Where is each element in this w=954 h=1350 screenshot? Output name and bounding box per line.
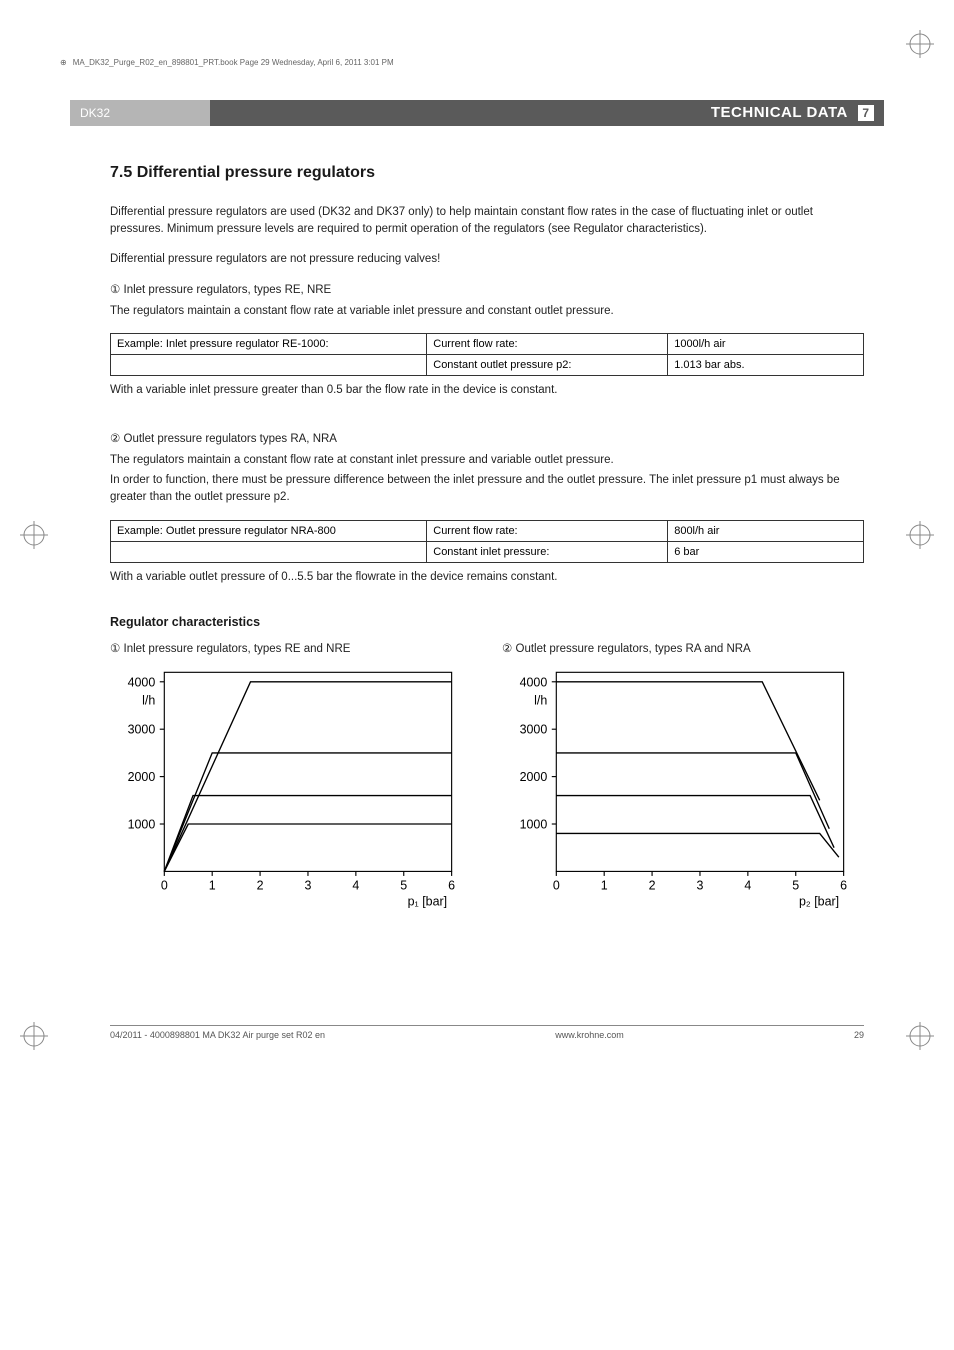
footer-right: 29 (854, 1030, 864, 1040)
svg-text:4000: 4000 (520, 676, 548, 690)
cell: Current flow rate: (427, 334, 668, 355)
chart2-caption: ② Outlet pressure regulators, types RA a… (502, 641, 864, 657)
cell: 800l/h air (668, 520, 864, 541)
svg-text:0: 0 (161, 879, 168, 893)
outlet-table-note: With a variable outlet pressure of 0...5… (110, 569, 864, 586)
cell: Constant inlet pressure: (427, 541, 668, 562)
header-model: DK32 (70, 100, 210, 126)
crop-mark-icon (906, 521, 934, 549)
intro-paragraph: Differential pressure regulators are use… (110, 204, 864, 237)
cell: 1.013 bar abs. (668, 355, 864, 376)
svg-text:p₂ [bar]: p₂ [bar] (799, 895, 839, 909)
header-title: TECHNICAL DATA (711, 104, 847, 121)
section-title: 7.5 Differential pressure regulators (110, 164, 864, 182)
cell: Example: Outlet pressure regulator NRA-8… (111, 520, 427, 541)
cell: Example: Inlet pressure regulator RE-100… (111, 334, 427, 355)
crop-mark-icon (20, 521, 48, 549)
chart1-caption: ① Inlet pressure regulators, types RE an… (110, 641, 472, 657)
crop-mark-icon (906, 1022, 934, 1050)
inlet-table-note: With a variable inlet pressure greater t… (110, 382, 864, 399)
header-section: TECHNICAL DATA 7 (210, 100, 884, 126)
cell: Current flow rate: (427, 520, 668, 541)
inlet-heading: ① Inlet pressure regulators, types RE, N… (110, 282, 864, 299)
print-note: MA_DK32_Purge_R02_en_898801_PRT.book Pag… (60, 58, 394, 67)
warning-paragraph: Differential pressure regulators are not… (110, 251, 864, 268)
footer-center: www.krohne.com (555, 1030, 624, 1040)
table-row: Example: Inlet pressure regulator RE-100… (111, 334, 864, 355)
inlet-desc: The regulators maintain a constant flow … (110, 303, 864, 320)
svg-text:2000: 2000 (128, 771, 156, 785)
svg-text:0: 0 (553, 879, 560, 893)
page-header: DK32 TECHNICAL DATA 7 (70, 100, 884, 126)
inlet-chart: 1000 2000 3000 4000 l/h 0 1 2 3 4 5 6p₁ [bar] (110, 661, 472, 910)
table-row: Example: Outlet pressure regulator NRA-8… (111, 520, 864, 541)
outlet-desc: The regulators maintain a constant flow … (110, 452, 864, 469)
svg-text:3: 3 (305, 879, 312, 893)
svg-text:p₁ [bar]: p₁ [bar] (408, 895, 447, 909)
svg-text:l/h: l/h (534, 694, 547, 708)
cell: Constant outlet pressure p2: (427, 355, 668, 376)
svg-text:1000: 1000 (520, 818, 548, 832)
table-row: Constant inlet pressure: 6 bar (111, 541, 864, 562)
svg-text:1000: 1000 (128, 818, 156, 832)
svg-text:6: 6 (448, 879, 455, 893)
inlet-example-table: Example: Inlet pressure regulator RE-100… (110, 333, 864, 376)
crop-mark-icon (906, 30, 934, 58)
page-footer: 04/2011 - 4000898801 MA DK32 Air purge s… (110, 1025, 864, 1040)
svg-text:4: 4 (352, 879, 359, 893)
outlet-heading: ② Outlet pressure regulators types RA, N… (110, 431, 864, 448)
svg-text:3000: 3000 (520, 723, 548, 737)
svg-text:6: 6 (840, 879, 847, 893)
svg-text:2000: 2000 (520, 771, 548, 785)
cell: 6 bar (668, 541, 864, 562)
outlet-condition: In order to function, there must be pres… (110, 472, 864, 505)
regulator-characteristics-title: Regulator characteristics (110, 615, 864, 629)
svg-text:5: 5 (400, 879, 407, 893)
svg-text:l/h: l/h (142, 694, 155, 708)
outlet-example-table: Example: Outlet pressure regulator NRA-8… (110, 520, 864, 563)
svg-text:4: 4 (744, 879, 751, 893)
footer-left: 04/2011 - 4000898801 MA DK32 Air purge s… (110, 1030, 325, 1040)
cell (111, 355, 427, 376)
svg-text:2: 2 (649, 879, 656, 893)
svg-text:5: 5 (792, 879, 799, 893)
header-chapter-num: 7 (858, 105, 874, 121)
svg-text:3000: 3000 (128, 723, 156, 737)
svg-text:2: 2 (257, 879, 264, 893)
table-row: Constant outlet pressure p2: 1.013 bar a… (111, 355, 864, 376)
svg-text:3: 3 (697, 879, 704, 893)
svg-text:4000: 4000 (128, 676, 156, 690)
svg-text:1: 1 (601, 879, 608, 893)
crop-mark-icon (20, 1022, 48, 1050)
cell (111, 541, 427, 562)
svg-text:1: 1 (209, 879, 216, 893)
cell: 1000l/h air (668, 334, 864, 355)
outlet-chart: 1000 2000 3000 4000 l/h 0 1 2 3 4 5 6p₂ [bar] (502, 661, 864, 910)
